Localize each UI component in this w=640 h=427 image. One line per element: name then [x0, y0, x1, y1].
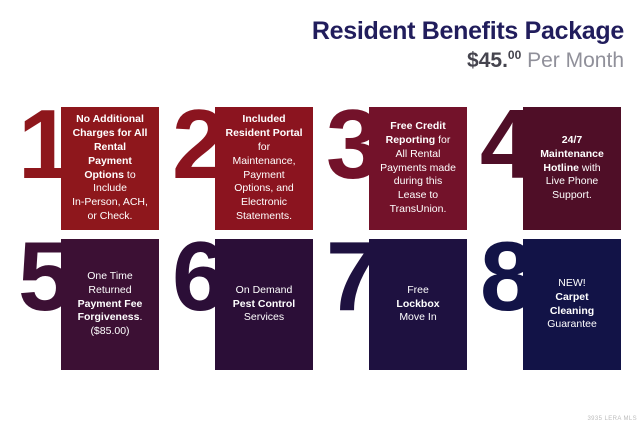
benefit-box: 24/7 Maintenance Hotline with Live Phone… — [523, 107, 621, 230]
price-period: Per Month — [521, 48, 624, 72]
benefit-box: Included Resident Portal for Maintenance… — [215, 107, 313, 230]
page-title: Resident Benefits Package — [311, 17, 624, 45]
price-cents: 00 — [507, 47, 522, 62]
benefit-tile: 5 One Time Returned Payment Fee Forgiven… — [18, 227, 159, 370]
benefit-tile: 3 Free Credit Reporting for All Rental P… — [326, 95, 467, 230]
watermark: 3935 LERA MLS — [587, 416, 637, 422]
benefit-tile: 4 24/7 Maintenance Hotline with Live Pho… — [480, 95, 621, 230]
benefit-box: On Demand Pest Control Services — [215, 239, 313, 370]
benefit-box: No Additional Charges for All Rental Pay… — [61, 107, 159, 230]
benefits-grid: 1 No Additional Charges for All Rental P… — [18, 95, 621, 370]
benefit-tile: 1 No Additional Charges for All Rental P… — [18, 95, 159, 230]
benefit-text: No Additional Charges for All Rental Pay… — [72, 112, 148, 223]
benefit-tile: 6 On Demand Pest Control Services — [172, 227, 313, 370]
benefit-tile: 2 Included Resident Portal for Maintenan… — [172, 95, 313, 230]
benefit-text: NEW! Carpet Cleaning Guarantee — [547, 276, 597, 331]
price-line: $45.00 Per Month — [312, 49, 624, 73]
benefit-text: Free Lockbox Move In — [396, 283, 440, 324]
benefit-text: On Demand Pest Control Services — [232, 283, 296, 324]
benefit-tile: 8 NEW! Carpet Cleaning Guarantee — [480, 227, 621, 370]
header: Resident Benefits Package $45.00 Per Mon… — [311, 17, 624, 73]
price-amount: $45. — [467, 48, 508, 72]
benefit-box: NEW! Carpet Cleaning Guarantee — [523, 239, 621, 370]
benefit-box: Free Credit Reporting for All Rental Pay… — [369, 107, 467, 230]
benefit-text: 24/7 Maintenance Hotline with Live Phone… — [540, 133, 604, 202]
benefit-text: Free Credit Reporting for All Rental Pay… — [380, 119, 456, 216]
benefit-box: Free Lockbox Move In — [369, 239, 467, 370]
benefit-box: One Time Returned Payment Fee Forgivenes… — [61, 239, 159, 370]
benefit-text: One Time Returned Payment Fee Forgivenes… — [77, 269, 143, 338]
benefit-tile: 7 Free Lockbox Move In — [326, 227, 467, 370]
benefit-text: Included Resident Portal for Maintenance… — [225, 112, 303, 223]
